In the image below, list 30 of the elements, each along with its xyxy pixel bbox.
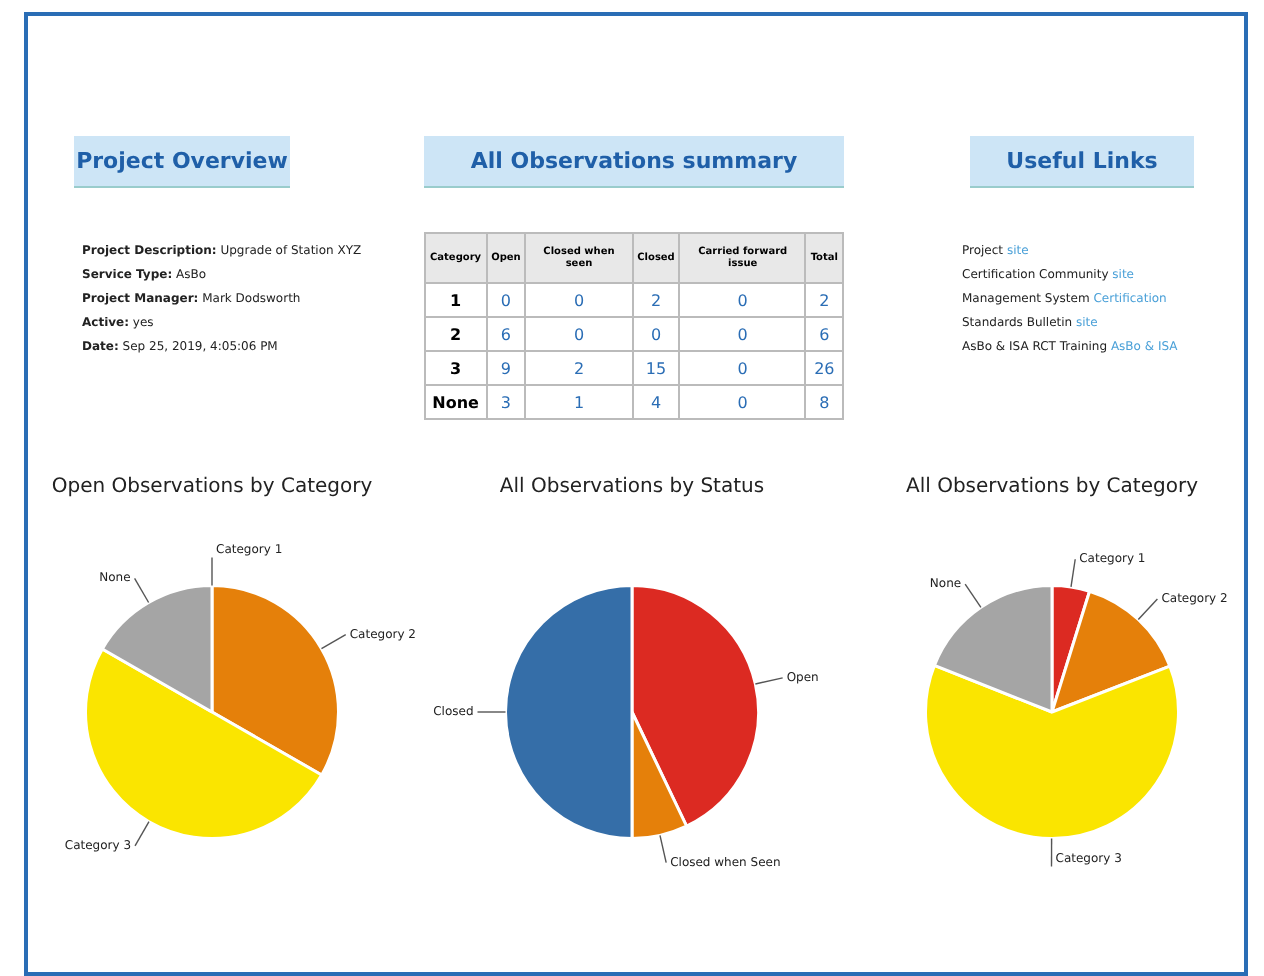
data-label: 0 — [525, 317, 633, 351]
data-label: 26 — [805, 351, 843, 385]
data-label: 0 — [679, 283, 806, 317]
data-label: 0 — [632, 317, 680, 351]
y-tick-label: 2 — [425, 317, 487, 351]
data-label: 0 — [679, 317, 806, 351]
chart-title: All Observations by Status — [497, 476, 767, 498]
data-label: 3 — [486, 385, 526, 419]
y-tick-label: 1 — [425, 283, 487, 317]
data-label: 2 — [525, 351, 633, 385]
data-label: 0 — [525, 283, 633, 317]
data-label: 0 — [486, 283, 526, 317]
y-tick-label: None — [425, 385, 487, 419]
text: Useful Links — [970, 136, 1194, 188]
chart-title: Open Observations by Category — [49, 476, 375, 498]
y-tick-label: 3 — [425, 351, 487, 385]
data-label: 2 — [805, 283, 843, 317]
data-label: 0 — [679, 385, 806, 419]
data-label: 8 — [805, 385, 843, 419]
data-label: 2 — [632, 283, 680, 317]
data-label: 4 — [632, 385, 680, 419]
data-label: 1 — [525, 385, 633, 419]
chart-title: All Observations by Category — [904, 476, 1200, 498]
data-label: 15 — [632, 351, 680, 385]
text: Project Overview — [74, 136, 290, 188]
chart-title: All Observations summary — [424, 136, 844, 188]
data-label: 0 — [679, 351, 806, 385]
data-label: 9 — [486, 351, 526, 385]
data-label: 6 — [486, 317, 526, 351]
data-label: 6 — [805, 317, 843, 351]
